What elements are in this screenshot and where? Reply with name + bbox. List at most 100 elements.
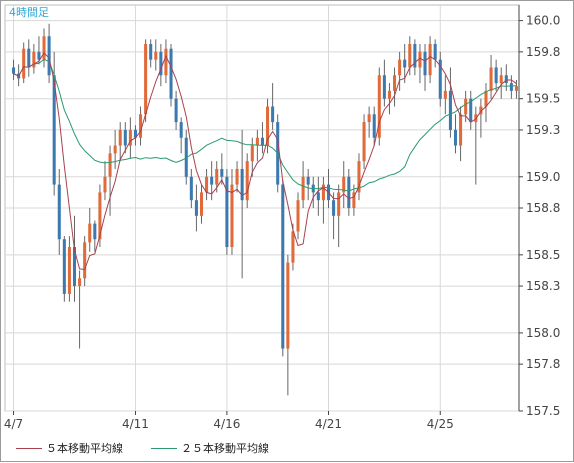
- ma5-swatch: [16, 447, 42, 449]
- candle-body: [93, 223, 97, 240]
- candle-body: [428, 44, 432, 76]
- candle-body: [423, 51, 427, 76]
- y-tick-label: 157.8: [526, 357, 560, 371]
- candle-body: [291, 231, 295, 263]
- candle-body: [67, 247, 71, 294]
- candle-body: [377, 75, 381, 138]
- candle-body: [88, 223, 92, 243]
- candle-body: [123, 129, 127, 146]
- candle-body: [464, 98, 468, 115]
- candle-body: [42, 36, 46, 60]
- candle-body: [459, 114, 463, 146]
- candle-body: [448, 90, 452, 130]
- candle-body: [235, 168, 239, 185]
- candle-body: [32, 51, 36, 68]
- candle-body: [352, 192, 356, 208]
- candle-body: [72, 247, 77, 287]
- candle-body: [316, 192, 320, 201]
- candle-body: [281, 184, 285, 349]
- candle-body: [189, 176, 193, 201]
- candle-body: [509, 83, 513, 91]
- candle-body: [154, 51, 158, 60]
- candle-body: [266, 106, 270, 146]
- x-tick-label: 4/7: [4, 417, 23, 431]
- candle-body: [433, 44, 437, 60]
- candle-body: [342, 176, 346, 193]
- ma25-swatch: [151, 447, 177, 449]
- candle-body: [27, 48, 31, 68]
- candle-body: [57, 184, 61, 240]
- candle-body: [484, 90, 488, 107]
- candle-body: [139, 114, 143, 138]
- y-tick-label: 158.0: [526, 326, 560, 340]
- candle-body: [453, 129, 458, 146]
- candle-body: [438, 59, 442, 99]
- candle-body: [240, 168, 244, 201]
- candle-body: [362, 122, 366, 162]
- candle-body: [306, 176, 310, 185]
- candle-body: [499, 75, 503, 84]
- x-tick-label: 4/25: [427, 417, 454, 431]
- candle-body: [215, 168, 219, 185]
- legend-ma25: ２５本移動平均線: [151, 440, 269, 456]
- y-tick-label: 159.3: [526, 123, 560, 137]
- candle-body: [194, 200, 198, 216]
- candle-body: [230, 184, 234, 248]
- candle-body: [393, 75, 397, 91]
- y-tick-label: 158.5: [526, 248, 560, 262]
- candle-body: [37, 51, 41, 60]
- candle-body: [337, 192, 341, 216]
- candle-body: [22, 48, 26, 79]
- candle-body: [47, 36, 51, 76]
- candle-body: [118, 129, 122, 146]
- legend-ma5: ５本移動平均線: [16, 440, 123, 456]
- candle-body: [514, 86, 518, 91]
- candle-body: [398, 59, 402, 76]
- candle-body: [443, 90, 447, 99]
- candle-body: [164, 48, 168, 76]
- candle-body: [169, 48, 173, 99]
- candle-body: [296, 200, 300, 232]
- x-tick-label: 4/16: [213, 417, 240, 431]
- candle-body: [250, 145, 254, 162]
- candle-body: [128, 129, 132, 146]
- candle-body: [103, 176, 107, 193]
- candle-body: [225, 176, 229, 248]
- candle-body: [271, 106, 275, 123]
- candle-body: [347, 176, 351, 208]
- candle-body: [159, 51, 163, 76]
- candle-body: [205, 176, 209, 193]
- candle-body: [78, 278, 82, 287]
- candle-body: [332, 200, 336, 216]
- candle-body: [403, 59, 407, 68]
- candle-body: [245, 161, 249, 201]
- candle-body: [83, 242, 87, 279]
- y-tick-label: 157.5: [526, 404, 560, 418]
- candle-body: [357, 161, 361, 193]
- y-tick-label: 158.8: [526, 201, 560, 215]
- candle-body: [149, 44, 153, 60]
- candle-body: [321, 184, 325, 201]
- candle-body: [174, 98, 178, 123]
- candle-body: [504, 75, 508, 84]
- candle-body: [489, 67, 493, 91]
- y-tick-label: 160.0: [526, 14, 560, 28]
- candle-body: [220, 168, 224, 177]
- candle-body: [144, 44, 148, 115]
- candle-body: [184, 137, 188, 177]
- candle-body: [179, 122, 183, 138]
- candle-body: [387, 90, 391, 99]
- candle-body: [408, 44, 412, 68]
- ma25-label: ２５本移動平均線: [181, 442, 269, 455]
- y-tick-label: 159.0: [526, 170, 560, 184]
- interval-label: 4時間足: [9, 6, 49, 19]
- candle-body: [286, 262, 290, 349]
- candle-body: [12, 67, 16, 74]
- candle-body: [479, 106, 483, 115]
- ma25-line: [13, 58, 517, 192]
- candle-body: [98, 192, 102, 240]
- y-tick-label: 159.5: [526, 92, 560, 106]
- candle-body: [113, 145, 117, 154]
